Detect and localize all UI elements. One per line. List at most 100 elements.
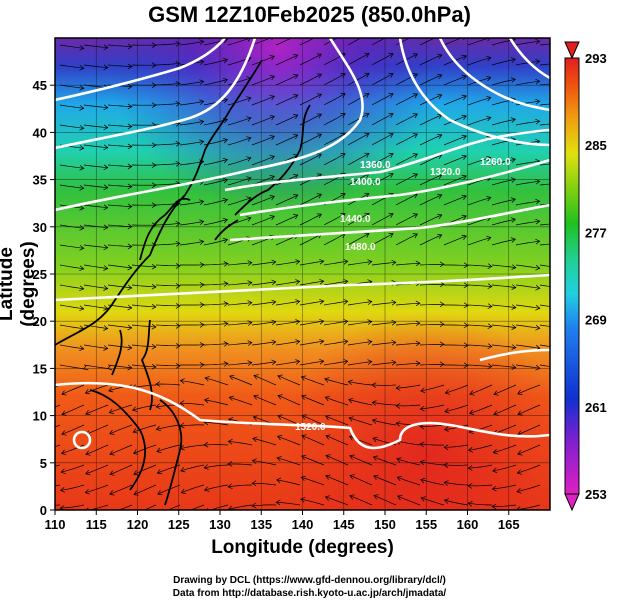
streamline bbox=[275, 340, 300, 346]
streamline-arrow bbox=[396, 457, 402, 463]
streamline-arrow bbox=[367, 259, 373, 265]
streamline bbox=[275, 260, 300, 266]
streamline-arrow bbox=[301, 414, 307, 420]
streamline-arrow bbox=[419, 459, 425, 466]
streamline-arrow bbox=[227, 483, 233, 490]
streamline-arrow bbox=[203, 464, 209, 470]
streamline bbox=[419, 303, 445, 306]
streamline bbox=[444, 324, 469, 326]
streamline bbox=[371, 73, 394, 86]
streamline bbox=[299, 233, 322, 246]
streamline bbox=[347, 73, 370, 86]
streamline-arrow bbox=[60, 468, 66, 475]
streamline bbox=[131, 304, 156, 308]
streamline bbox=[515, 240, 540, 246]
streamline bbox=[251, 38, 272, 46]
streamline-arrow bbox=[371, 400, 377, 406]
streamline-arrow bbox=[511, 264, 517, 270]
streamline bbox=[155, 82, 180, 86]
streamline bbox=[347, 361, 372, 366]
streamline bbox=[491, 304, 516, 308]
streamline-arrow bbox=[316, 73, 322, 79]
colorbar-labels: 253 261 269 277 285 293 bbox=[585, 51, 607, 502]
streamline bbox=[301, 415, 325, 426]
streamline-arrow bbox=[300, 497, 306, 503]
streamline-arrow bbox=[511, 304, 517, 310]
streamline bbox=[227, 177, 252, 186]
streamline bbox=[372, 419, 397, 426]
streamline-arrow bbox=[133, 490, 139, 496]
streamline-arrow bbox=[79, 225, 85, 231]
streamline bbox=[300, 498, 325, 506]
streamline-arrow bbox=[223, 301, 229, 307]
streamline bbox=[395, 213, 418, 226]
streamline-arrow bbox=[156, 469, 163, 475]
streamline-arrow bbox=[388, 33, 393, 38]
streamline-arrow bbox=[486, 195, 492, 202]
streamline bbox=[371, 38, 386, 46]
streamline-arrow bbox=[293, 54, 299, 60]
streamline-arrow bbox=[325, 415, 331, 421]
streamline bbox=[107, 64, 132, 67]
streamline bbox=[252, 438, 277, 446]
streamline-arrow bbox=[348, 416, 354, 422]
streamline-arrow bbox=[340, 113, 346, 118]
streamline-arrow bbox=[560, 81, 564, 86]
streamline-arrow bbox=[155, 381, 161, 387]
streamline bbox=[515, 160, 540, 166]
streamline bbox=[87, 504, 109, 510]
streamline-arrow bbox=[412, 133, 418, 139]
streamline bbox=[55, 504, 61, 506]
streamline bbox=[325, 496, 349, 506]
streamline-arrow bbox=[420, 477, 426, 484]
streamline bbox=[179, 41, 204, 46]
streamline-arrow bbox=[319, 258, 325, 265]
streamline-arrow bbox=[319, 278, 325, 285]
streamline bbox=[85, 404, 109, 415]
streamline-arrow bbox=[511, 324, 517, 330]
x-tick-label: 165 bbox=[498, 517, 520, 532]
streamline-arrow bbox=[463, 302, 469, 309]
streamline bbox=[205, 377, 229, 386]
streamline bbox=[395, 404, 421, 407]
streamline bbox=[83, 204, 108, 209]
streamline-arrow bbox=[560, 221, 564, 226]
streamline bbox=[131, 284, 156, 288]
streamline-arrow bbox=[340, 53, 346, 58]
streamline-arrow bbox=[127, 264, 133, 271]
streamline-arrow bbox=[340, 213, 346, 218]
streamline-arrow bbox=[269, 55, 275, 61]
streamline bbox=[227, 77, 252, 86]
streamline-arrow bbox=[175, 80, 181, 87]
streamline-arrow bbox=[367, 319, 373, 325]
streamline-arrow bbox=[412, 53, 418, 59]
streamline-arrow bbox=[316, 133, 322, 139]
streamline-arrow bbox=[252, 415, 259, 421]
streamline bbox=[443, 75, 467, 86]
streamline bbox=[491, 158, 516, 166]
streamline-arrow bbox=[343, 318, 349, 325]
streamline-arrow bbox=[343, 358, 349, 365]
streamline bbox=[83, 304, 108, 309]
streamline bbox=[467, 237, 491, 246]
colorbar-label: 253 bbox=[585, 487, 607, 502]
streamline bbox=[55, 444, 61, 448]
streamline bbox=[55, 384, 61, 388]
streamline-arrow bbox=[367, 339, 373, 345]
streamline bbox=[323, 233, 346, 246]
streamline bbox=[107, 244, 132, 247]
streamline-arrow bbox=[461, 174, 467, 181]
streamline-arrow bbox=[487, 343, 493, 350]
streamline-arrow bbox=[151, 323, 157, 330]
streamline bbox=[229, 396, 253, 406]
streamline bbox=[83, 364, 108, 369]
streamline-arrow bbox=[269, 75, 275, 81]
streamline-arrow bbox=[559, 266, 563, 271]
streamline bbox=[179, 221, 204, 226]
streamline-arrow bbox=[517, 389, 523, 395]
colorbar-label: 285 bbox=[585, 138, 607, 153]
streamline-arrow bbox=[275, 477, 282, 484]
streamline bbox=[59, 364, 84, 370]
streamline-arrow bbox=[316, 53, 322, 59]
streamline-arrow bbox=[223, 341, 229, 347]
